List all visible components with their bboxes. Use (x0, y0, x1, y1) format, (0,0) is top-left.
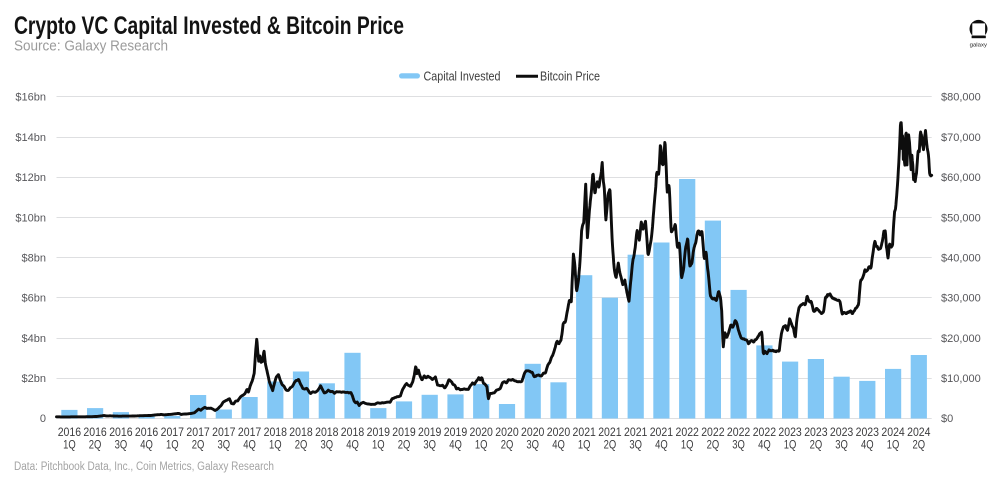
svg-text:3Q: 3Q (526, 440, 539, 452)
svg-text:1Q: 1Q (63, 440, 76, 452)
svg-text:3Q: 3Q (321, 440, 334, 452)
svg-text:$16bn: $16bn (15, 92, 46, 104)
svg-text:$10,000: $10,000 (941, 373, 981, 385)
svg-text:2022: 2022 (727, 427, 750, 439)
svg-text:4Q: 4Q (552, 440, 565, 452)
svg-text:$6bn: $6bn (22, 293, 46, 305)
svg-text:1Q: 1Q (166, 440, 179, 452)
svg-text:$60,000: $60,000 (941, 172, 981, 184)
svg-text:1Q: 1Q (784, 440, 797, 452)
svg-text:$0: $0 (941, 413, 953, 425)
svg-text:1Q: 1Q (269, 440, 282, 452)
svg-text:$2bn: $2bn (22, 373, 46, 385)
svg-text:4Q: 4Q (758, 440, 771, 452)
svg-text:2Q: 2Q (810, 440, 823, 452)
svg-text:4Q: 4Q (655, 440, 668, 452)
svg-text:4Q: 4Q (346, 440, 359, 452)
svg-text:2019: 2019 (392, 427, 415, 439)
svg-text:4Q: 4Q (243, 440, 256, 452)
svg-text:1Q: 1Q (887, 440, 900, 452)
svg-text:2018: 2018 (315, 427, 338, 439)
svg-text:2016: 2016 (135, 427, 158, 439)
svg-text:$80,000: $80,000 (941, 92, 981, 104)
svg-text:$40,000: $40,000 (941, 252, 981, 264)
svg-text:3Q: 3Q (835, 440, 848, 452)
svg-text:2023: 2023 (804, 427, 827, 439)
svg-text:2Q: 2Q (295, 440, 308, 452)
svg-text:Bitcoin Price: Bitcoin Price (540, 69, 600, 84)
svg-text:2Q: 2Q (398, 440, 411, 452)
svg-text:$14bn: $14bn (15, 132, 46, 144)
svg-text:2018: 2018 (264, 427, 287, 439)
svg-text:$4bn: $4bn (22, 333, 46, 345)
svg-text:Source: Galaxy Research: Source: Galaxy Research (14, 39, 168, 55)
svg-text:2016: 2016 (58, 427, 81, 439)
svg-text:2017: 2017 (212, 427, 235, 439)
svg-text:2017: 2017 (161, 427, 184, 439)
svg-text:0: 0 (40, 413, 46, 425)
svg-text:1Q: 1Q (578, 440, 591, 452)
svg-text:2Q: 2Q (604, 440, 617, 452)
svg-text:2020: 2020 (521, 427, 544, 439)
svg-text:$10bn: $10bn (15, 212, 46, 224)
svg-text:2Q: 2Q (192, 440, 205, 452)
svg-text:$30,000: $30,000 (941, 293, 981, 305)
svg-text:2019: 2019 (367, 427, 390, 439)
svg-text:1Q: 1Q (681, 440, 694, 452)
svg-text:4Q: 4Q (449, 440, 462, 452)
svg-text:2Q: 2Q (707, 440, 720, 452)
svg-text:3Q: 3Q (629, 440, 642, 452)
svg-text:3Q: 3Q (423, 440, 436, 452)
svg-text:3Q: 3Q (732, 440, 745, 452)
svg-text:2Q: 2Q (501, 440, 514, 452)
svg-text:$70,000: $70,000 (941, 132, 981, 144)
svg-text:2021: 2021 (624, 427, 647, 439)
svg-text:2024: 2024 (907, 427, 931, 439)
svg-text:galaxy: galaxy (970, 43, 988, 49)
svg-text:4Q: 4Q (861, 440, 874, 452)
svg-text:Crypto VC Capital Invested & B: Crypto VC Capital Invested & Bitcoin Pri… (14, 12, 404, 40)
svg-text:$20,000: $20,000 (941, 333, 981, 345)
svg-text:Data: Pitchbook Data, Inc., Co: Data: Pitchbook Data, Inc., Coin Metrics… (14, 461, 274, 473)
svg-text:2023: 2023 (856, 427, 879, 439)
svg-text:4Q: 4Q (140, 440, 153, 452)
svg-text:2022: 2022 (676, 427, 699, 439)
svg-text:2018: 2018 (289, 427, 312, 439)
svg-text:2017: 2017 (186, 427, 209, 439)
svg-text:2023: 2023 (830, 427, 853, 439)
svg-text:2023: 2023 (778, 427, 801, 439)
svg-text:2019: 2019 (418, 427, 441, 439)
svg-text:2017: 2017 (238, 427, 261, 439)
svg-text:Capital Invested: Capital Invested (424, 69, 501, 84)
svg-text:1Q: 1Q (475, 440, 488, 452)
svg-text:2016: 2016 (109, 427, 132, 439)
svg-text:1Q: 1Q (372, 440, 385, 452)
svg-text:$12bn: $12bn (15, 172, 46, 184)
svg-text:2020: 2020 (547, 427, 570, 439)
svg-text:$50,000: $50,000 (941, 212, 981, 224)
svg-text:2021: 2021 (573, 427, 596, 439)
svg-text:2021: 2021 (650, 427, 673, 439)
svg-text:2Q: 2Q (913, 440, 926, 452)
svg-text:3Q: 3Q (218, 440, 231, 452)
svg-text:2016: 2016 (83, 427, 106, 439)
svg-text:2022: 2022 (701, 427, 724, 439)
svg-text:2018: 2018 (341, 427, 364, 439)
svg-text:2019: 2019 (444, 427, 467, 439)
svg-text:3Q: 3Q (115, 440, 128, 452)
svg-text:2020: 2020 (470, 427, 493, 439)
svg-text:2022: 2022 (753, 427, 776, 439)
svg-text:2021: 2021 (598, 427, 621, 439)
svg-text:2024: 2024 (881, 427, 905, 439)
svg-text:2020: 2020 (495, 427, 518, 439)
svg-text:$8bn: $8bn (22, 252, 46, 264)
svg-text:2Q: 2Q (89, 440, 102, 452)
